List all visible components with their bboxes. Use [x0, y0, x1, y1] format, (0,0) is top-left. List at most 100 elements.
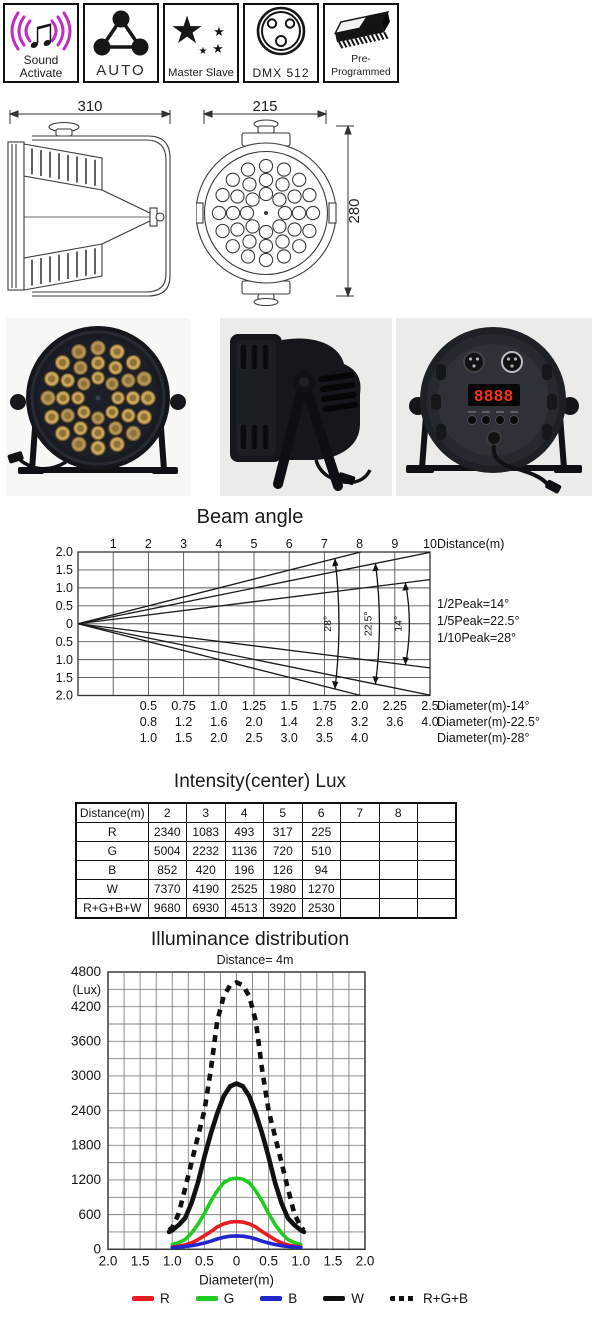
drawing-side-view: 310: [7, 98, 172, 297]
table-cell: 4513: [224, 898, 264, 919]
table-header-cell: [417, 802, 457, 823]
svg-text:1200: 1200: [71, 1172, 101, 1187]
beam-cone-lines: [77, 551, 431, 697]
svg-text:0.5: 0.5: [56, 599, 73, 613]
legend-label: W: [351, 1291, 364, 1306]
table-cell: [378, 898, 418, 919]
table-cell: 225: [301, 822, 341, 842]
feature-label: AUTO: [96, 61, 146, 79]
dim-310: 310: [77, 98, 102, 115]
svg-text:1.5: 1.5: [323, 1253, 342, 1268]
table-cell: 94: [301, 860, 341, 880]
table-cell: [340, 879, 380, 899]
table-cell: [340, 860, 380, 880]
svg-text:0.5: 0.5: [56, 635, 73, 649]
svg-text:4.0: 4.0: [421, 715, 438, 729]
display-value: 8888: [474, 388, 514, 405]
series-r: [170, 1219, 303, 1249]
table-cell: 6930: [186, 898, 226, 919]
table-cell: [340, 822, 380, 842]
series-w: [166, 1081, 307, 1235]
svg-text:9: 9: [391, 537, 398, 551]
svg-text:2.25: 2.25: [383, 699, 407, 713]
series-b: [170, 1234, 303, 1250]
illuminance-chart-title: Illuminance distribution: [150, 928, 350, 950]
table-cell: 420: [186, 860, 226, 880]
front-height-dimension: 280: [336, 124, 363, 298]
drawing-front-view: 215 280: [196, 98, 363, 307]
svg-text:2.0: 2.0: [99, 1253, 118, 1268]
svg-text:2.0: 2.0: [56, 689, 73, 703]
illum-x-axis-label: Diameter(m): [199, 1272, 274, 1287]
svg-text:1800: 1800: [71, 1138, 101, 1153]
front-photo-fixture: [7, 326, 186, 474]
svg-text:0: 0: [93, 1241, 101, 1256]
svg-text:1: 1: [110, 537, 117, 551]
table-cell: [417, 879, 457, 899]
svg-text:1.5: 1.5: [56, 563, 73, 577]
power-socket: [486, 430, 502, 446]
menu-buttons[interactable]: [467, 415, 519, 425]
svg-text:2400: 2400: [71, 1103, 101, 1118]
beam-distance-label: Distance(m): [437, 537, 504, 551]
table-cell: [378, 822, 418, 842]
svg-text:1.25: 1.25: [242, 699, 266, 713]
illum-x-ticks: 2.0 1.5 1.0 0.5 0 0.5 1.0 1.5 2.0: [99, 1253, 375, 1268]
svg-text:★: ★: [199, 46, 208, 57]
table-cell: 852: [147, 860, 187, 880]
svg-text:Diameter(m)-14°: Diameter(m)-14°: [437, 699, 530, 713]
svg-text:4.0: 4.0: [351, 731, 368, 745]
xlr-connectors: [463, 351, 523, 373]
svg-text:3.2: 3.2: [351, 715, 368, 729]
svg-text:1.5: 1.5: [175, 731, 192, 745]
table-header-cell: 8: [378, 802, 418, 823]
table-cell: 1980: [263, 879, 303, 899]
illum-lux-label: (Lux): [73, 983, 101, 997]
illum-grid: [107, 971, 366, 1250]
svg-text:28°: 28°: [322, 616, 334, 632]
table-cell: 2525: [224, 879, 264, 899]
master-slave-icon: ★ ★ ★ ★: [170, 10, 225, 57]
svg-text:Diameter(m)-28°: Diameter(m)-28°: [437, 731, 530, 745]
legend-item-rgb: R+G+B: [390, 1291, 468, 1306]
table-header-cell: 5: [263, 802, 303, 823]
svg-text:0.5: 0.5: [195, 1253, 214, 1268]
legend-item-b: B: [260, 1291, 297, 1306]
svg-text:600: 600: [78, 1207, 101, 1222]
feature-label: DMX 512: [252, 65, 310, 80]
auto-icon: [93, 10, 149, 56]
table-header-cell: 7: [340, 802, 380, 823]
series-r+g+b: [167, 980, 306, 1232]
photo-side-view: [220, 318, 392, 496]
back-photo-fixture: 8888: [406, 327, 582, 494]
svg-text:4800: 4800: [71, 965, 101, 979]
feature-auto: AUTO: [83, 3, 159, 83]
table-cell: [417, 841, 457, 861]
svg-text:3: 3: [180, 537, 187, 551]
svg-text:2.5: 2.5: [421, 699, 438, 713]
table-cell: 3920: [263, 898, 303, 919]
illuminance-chart-subtitle: Distance= 4m: [216, 953, 294, 967]
table-cell: [417, 822, 457, 842]
svg-text:2.0: 2.0: [56, 545, 73, 559]
legend-label: R+G+B: [423, 1291, 469, 1306]
table-cell: [417, 860, 457, 880]
svg-text:1.4: 1.4: [281, 715, 298, 729]
svg-text:8: 8: [356, 537, 363, 551]
legend-label: R: [159, 1291, 170, 1306]
illum-y-ticks: 4800 4200 3600 3000 2400 1800 1200 600 0 (Lux): [71, 965, 101, 1256]
svg-text:1.2: 1.2: [175, 715, 192, 729]
svg-text:3.5: 3.5: [316, 731, 333, 745]
table-cell: 126: [263, 860, 303, 880]
svg-text:0: 0: [66, 617, 73, 631]
svg-text:1.0: 1.0: [140, 731, 157, 745]
svg-text:1.6: 1.6: [210, 715, 227, 729]
led-display: [468, 384, 520, 406]
dim-280: 280: [346, 198, 363, 223]
intensity-table-title: Intensity(center) Lux: [173, 771, 347, 792]
legend-label: G: [223, 1291, 235, 1306]
table-cell: 4190: [186, 879, 226, 899]
beam-peak-labels: 1/2Peak=14° 1/5Peak=22.5° 1/10Peak=28°: [437, 597, 520, 645]
table-header-cell: 4: [224, 802, 264, 823]
svg-text:4200: 4200: [71, 999, 101, 1014]
